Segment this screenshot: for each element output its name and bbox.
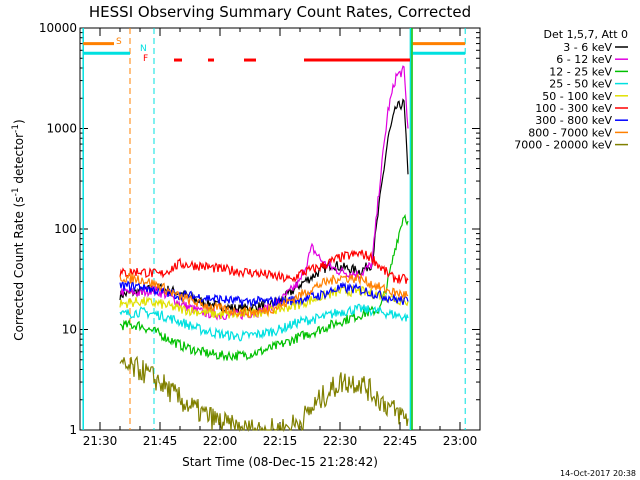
marker-label-f: F — [143, 54, 148, 64]
timestamp: 14-Oct-2017 20:38 — [560, 469, 636, 478]
legend-label: 100 - 300 keV — [535, 102, 612, 115]
series-line — [119, 272, 409, 319]
series-line — [119, 249, 409, 285]
x-tick-label: 22:15 — [263, 434, 298, 448]
legend-label: 3 - 6 keV — [563, 41, 612, 54]
plot-layer: 1 10 100 1000 10000 21:30 21:45 22:00 22:15 22:30… — [39, 21, 481, 448]
x-tick-label: 21:45 — [143, 434, 178, 448]
legend-label: 7000 - 20000 keV — [514, 139, 612, 152]
x-axis-label: Start Time (08-Dec-15 21:28:42) — [182, 455, 378, 469]
series-line — [119, 355, 409, 433]
series-line — [119, 284, 409, 319]
series-line — [119, 98, 409, 314]
legend-label: 300 - 800 keV — [535, 114, 612, 127]
y-tick-label: 100 — [54, 222, 77, 236]
series-line — [119, 303, 409, 342]
marker-label-n: N — [140, 44, 147, 54]
marker-label-s: S — [116, 37, 122, 47]
x-tick-label: 22:30 — [323, 434, 358, 448]
x-tick-label: 22:00 — [203, 434, 238, 448]
legend-label: 6 - 12 keV — [556, 53, 612, 66]
series-line — [119, 213, 409, 362]
y-tick-label: 1000 — [46, 122, 77, 136]
x-tick-label: 22:45 — [383, 434, 418, 448]
y-tick-label: 10000 — [39, 21, 77, 35]
series-line — [119, 280, 409, 309]
x-tick-label: 23:00 — [443, 434, 478, 448]
legend-label: 800 - 7000 keV — [528, 126, 612, 139]
y-axis-label: Corrected Count Rate (s-1 detector-1) — [11, 119, 26, 340]
y-tick-label: 1 — [69, 423, 77, 437]
chart-title: HESSI Observing Summary Count Rates, Cor… — [89, 3, 471, 21]
legend-label: 12 - 25 keV — [549, 65, 612, 78]
legend-label: 25 - 50 keV — [549, 78, 612, 91]
x-tick-label: 21:30 — [83, 434, 118, 448]
legend-label: 50 - 100 keV — [542, 90, 612, 103]
y-tick-label: 10 — [62, 323, 77, 337]
legend-title: Det 1,5,7, Att 0 — [544, 28, 628, 41]
